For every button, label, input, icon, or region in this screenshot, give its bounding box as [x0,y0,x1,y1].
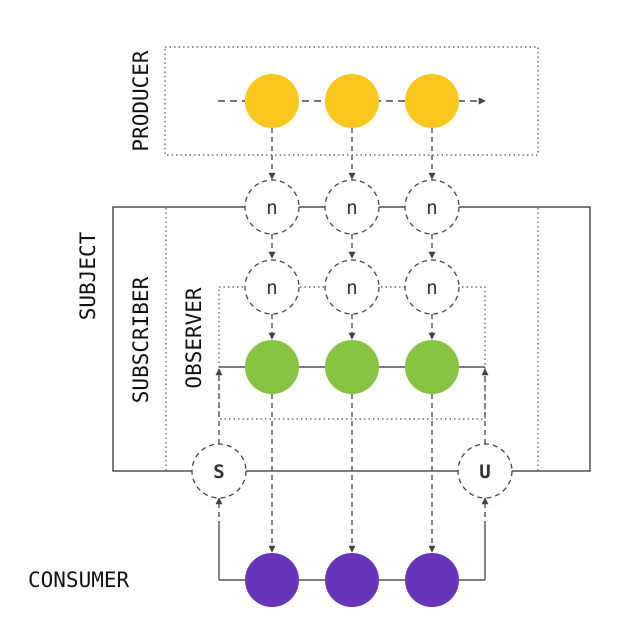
unsubscribe-node: U [457,443,513,499]
subscriber-notification-3: n [404,259,460,315]
notification-label: n [346,197,357,219]
consumer-node-3 [405,553,459,607]
subject-notification-1: n [244,179,300,235]
subscriber-label: SUBSCRIBER [129,276,153,403]
notification-label: n [426,277,437,299]
subject-label: SUBJECT [76,231,100,320]
notification-label: n [346,277,357,299]
subject-notification-2: n [324,179,380,235]
consumer-node-2 [325,553,379,607]
notification-label: n [426,197,437,219]
subscriber-notification-2: n [324,259,380,315]
subscriber-notification-1: n [244,259,300,315]
observer-node-1 [245,340,299,394]
observer-node-2 [325,340,379,394]
consumer-label: CONSUMER [28,568,130,592]
producer-label: PRODUCER [129,50,153,152]
unsubscribe-label: U [479,461,490,483]
producer-node-1 [245,74,299,128]
subscribe-node: S [191,443,247,499]
notification-label: n [266,277,277,299]
consumer-node-1 [245,553,299,607]
observer-node-3 [405,340,459,394]
subscribe-label: S [213,461,224,483]
observer-label: OBSERVER [182,287,206,389]
producer-node-2 [325,74,379,128]
observer-box [218,286,486,420]
notification-label: n [266,197,277,219]
producer-node-3 [405,74,459,128]
subject-notification-3: n [404,179,460,235]
